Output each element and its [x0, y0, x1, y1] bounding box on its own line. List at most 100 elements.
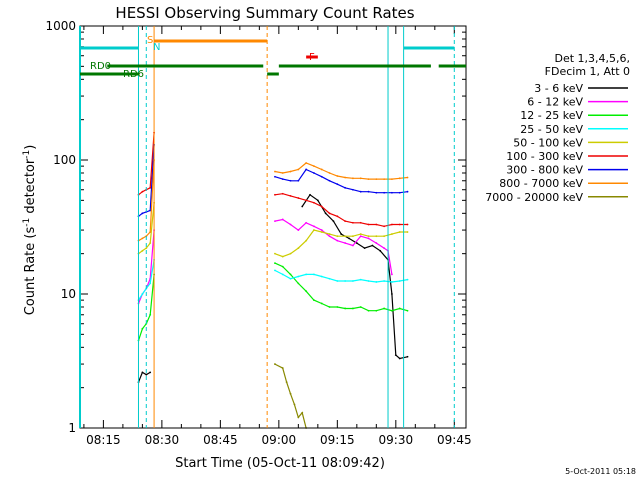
series-0-point-3 — [141, 371, 144, 374]
plot-area — [137, 131, 409, 429]
series-2-point-9 — [297, 282, 300, 285]
series-2-point-12 — [320, 302, 323, 305]
flag-label-f: F — [309, 52, 315, 63]
x-tick-label-4: 09:15 — [320, 433, 355, 447]
series-7-point-3 — [149, 231, 152, 233]
series-0-point-5 — [149, 371, 152, 374]
series-3-point-6 — [274, 269, 276, 272]
x-tick-label-5: 09:30 — [379, 433, 414, 447]
series-7-point-14 — [336, 175, 339, 177]
series-3-point-9 — [297, 275, 300, 278]
x-tick-label-0: 08:15 — [86, 433, 121, 447]
series-line-6 — [138, 144, 408, 217]
series-5-point-22 — [398, 223, 401, 226]
series-1-point-17 — [359, 235, 362, 238]
series-0-point-16 — [355, 242, 358, 244]
series-7-point-6 — [274, 170, 276, 173]
series-6-point-11 — [313, 172, 315, 174]
series-5-point-7 — [281, 192, 284, 195]
series-2-point-14 — [336, 306, 339, 308]
series-2-point-16 — [352, 307, 354, 310]
series-0-point-22 — [394, 354, 397, 356]
series-5-point-10 — [305, 199, 308, 202]
series-0-point-10 — [309, 193, 311, 196]
flag-label-rd6: RD6 — [123, 69, 144, 80]
series-7-point-23 — [406, 176, 409, 179]
x-tick-label-6: 09:45 — [437, 433, 472, 447]
y-tick-label-2: 100 — [53, 153, 76, 167]
series-3-point-3 — [149, 282, 152, 285]
series-4-point-2 — [145, 247, 148, 250]
series-line-7 — [138, 159, 408, 242]
series-6-point-16 — [352, 188, 354, 191]
flag-annotations: SN F RD0 RD6 — [79, 26, 466, 428]
series-2-point-22 — [398, 307, 401, 310]
legend-title-line-1: FDecim 1, Att 0 — [545, 65, 630, 78]
series-1-point-7 — [281, 218, 284, 221]
series-5-point-21 — [391, 223, 393, 226]
series-line-0 — [137, 193, 408, 383]
series-5-point-19 — [375, 223, 378, 226]
series-0-point-24 — [406, 355, 409, 358]
series-2-point-6 — [274, 262, 276, 265]
series-1-point-12 — [320, 229, 323, 231]
series-4-point-12 — [320, 231, 323, 233]
series-5-point-11 — [313, 201, 315, 204]
series-5-point-20 — [383, 225, 386, 228]
series-1-point-8 — [289, 223, 292, 226]
series-7-point-13 — [328, 172, 331, 174]
series-2-point-20 — [383, 307, 386, 310]
series-2-point-7 — [281, 265, 284, 268]
series-7-point-21 — [391, 178, 393, 181]
chart-title: HESSI Observing Summary Count Rates — [115, 4, 414, 22]
series-line-2 — [137, 262, 408, 341]
series-5-point-6 — [274, 193, 276, 196]
series-7-point-16 — [352, 177, 354, 180]
series-3-point-22 — [398, 280, 401, 282]
series-4-point-8 — [289, 252, 292, 255]
series-4-point-7 — [281, 255, 284, 258]
series-6-point-3 — [149, 209, 152, 212]
series-8-point-2 — [285, 381, 288, 384]
series-4-point-1 — [141, 249, 144, 252]
y-tick-label-0: 1 — [68, 421, 76, 435]
series-6-point-7 — [281, 178, 284, 181]
series-8-point-3 — [289, 392, 292, 395]
series-2-point-10 — [305, 290, 308, 293]
series-line-3 — [137, 259, 408, 301]
series-7-point-15 — [344, 176, 347, 179]
y-label-sup1: -1 — [22, 218, 32, 227]
series-7-point-11 — [313, 165, 315, 168]
legend: Det 1,3,4,5,6,FDecim 1, Att 0 3 - 6 keV6 … — [485, 52, 630, 204]
series-2-point-3 — [149, 313, 152, 316]
series-4-point-21 — [391, 233, 393, 235]
flag-label-n: N — [153, 42, 160, 53]
series-2-point-18 — [367, 309, 370, 312]
series-6-point-8 — [289, 179, 292, 182]
series-1-point-20 — [383, 247, 386, 250]
y-axis-label: Count Rate (s-1 detector-1) — [22, 145, 38, 316]
series-1-point-13 — [328, 235, 331, 238]
series-3-point-20 — [383, 280, 386, 282]
series-4-point-3 — [149, 242, 152, 244]
series-3-point-17 — [359, 278, 362, 281]
series-3-point-16 — [352, 280, 354, 282]
series-6-point-15 — [344, 186, 347, 189]
series-6-point-21 — [391, 191, 393, 194]
series-3-point-21 — [391, 281, 393, 283]
y-tick-label-1: 10 — [61, 287, 76, 301]
footer-timestamp: 5-Oct-2011 05:18 — [565, 467, 636, 476]
series-3-point-19 — [375, 281, 378, 283]
series-7-point-1 — [141, 237, 144, 240]
series-4-point-23 — [406, 231, 409, 233]
series-6-point-23 — [406, 190, 409, 193]
series-3-point-10 — [305, 273, 308, 276]
series-2-point-23 — [406, 309, 409, 312]
legend-label-7: 800 - 7000 keV — [499, 177, 583, 190]
series-5-point-18 — [367, 223, 370, 226]
series-5-point-16 — [352, 221, 354, 224]
series-2-point-13 — [328, 306, 331, 308]
series-4-point-19 — [375, 235, 378, 238]
series-3-point-15 — [344, 280, 347, 282]
